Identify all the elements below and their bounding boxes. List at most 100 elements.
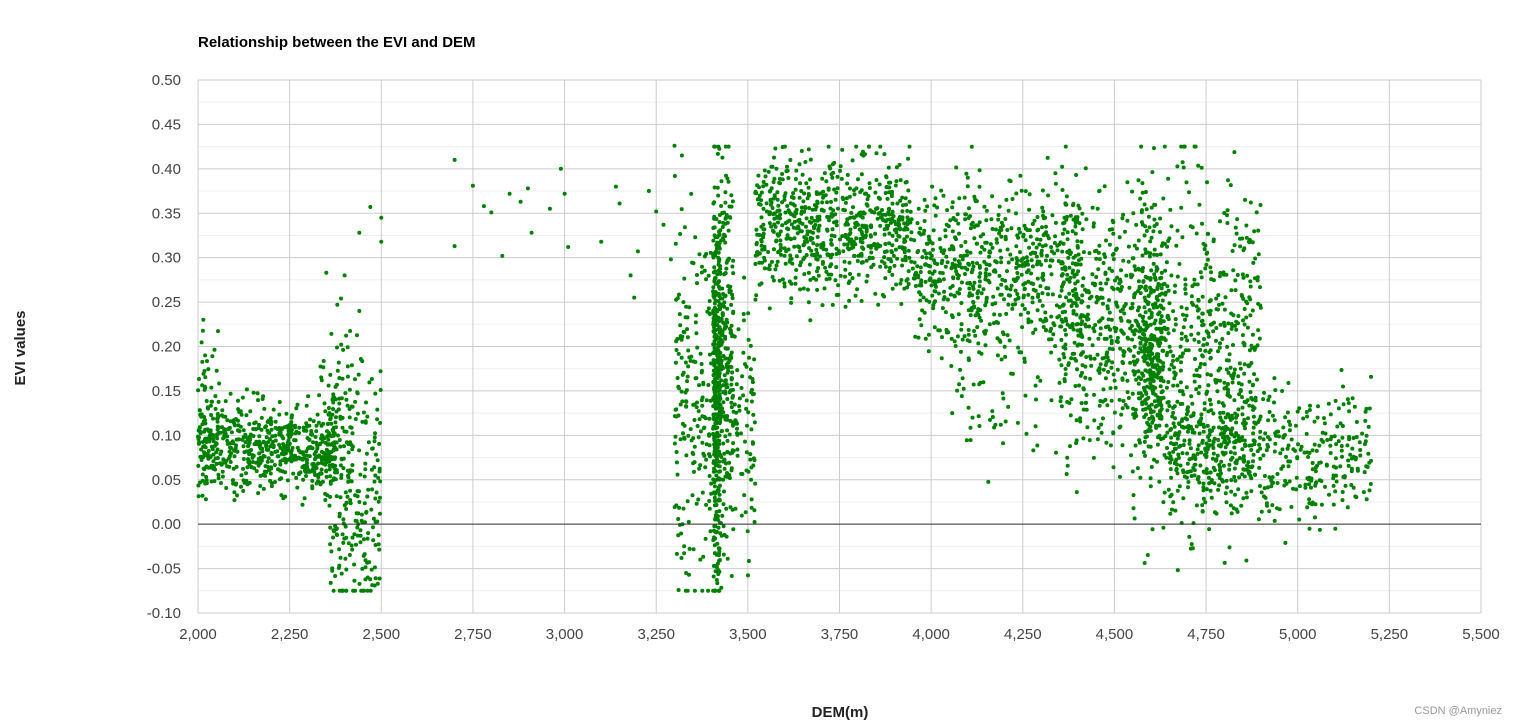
- data-point: [849, 246, 854, 251]
- data-point: [1057, 380, 1062, 385]
- data-point: [220, 474, 225, 479]
- data-point: [1075, 215, 1080, 220]
- data-point: [1345, 397, 1350, 402]
- data-point: [723, 474, 728, 479]
- data-point: [1350, 396, 1355, 401]
- data-point: [1038, 317, 1043, 322]
- data-point: [724, 382, 729, 387]
- data-point: [1178, 380, 1183, 385]
- data-point: [216, 472, 221, 477]
- data-point: [1192, 277, 1197, 282]
- data-point: [1267, 475, 1272, 480]
- data-point: [1101, 367, 1106, 372]
- data-point: [909, 237, 913, 242]
- data-point: [1250, 404, 1255, 409]
- data-point: [785, 164, 789, 169]
- data-point: [1097, 370, 1102, 375]
- data-point: [672, 441, 677, 446]
- data-point: [1084, 217, 1089, 222]
- data-point: [1145, 396, 1150, 401]
- data-point: [1354, 435, 1359, 439]
- data-point: [337, 401, 342, 406]
- data-point: [373, 391, 378, 396]
- data-point: [808, 177, 812, 182]
- data-point: [1000, 391, 1005, 396]
- data-point: [1046, 286, 1051, 291]
- data-point: [208, 432, 213, 437]
- data-point: [919, 323, 924, 328]
- data-point: [690, 493, 695, 498]
- data-point: [942, 289, 947, 294]
- data-point: [1235, 273, 1240, 277]
- data-point: [1171, 309, 1176, 314]
- data-point: [1074, 173, 1079, 177]
- data-point: [737, 396, 742, 401]
- data-point: [279, 493, 284, 498]
- data-point: [1141, 314, 1146, 319]
- data-point: [1005, 269, 1009, 274]
- data-point: [933, 196, 938, 201]
- data-point: [1226, 412, 1231, 417]
- data-point: [878, 264, 883, 269]
- data-point: [843, 267, 848, 272]
- data-point: [880, 208, 884, 212]
- data-point: [1244, 400, 1249, 405]
- data-point: [741, 312, 746, 316]
- data-point: [1142, 344, 1146, 349]
- data-point: [205, 427, 210, 432]
- x-tick-label: 3,750: [821, 626, 859, 643]
- data-point: [364, 510, 369, 515]
- data-point: [885, 226, 890, 231]
- data-point: [720, 332, 725, 337]
- data-point: [1182, 144, 1187, 149]
- data-point: [319, 378, 324, 383]
- data-point: [912, 260, 917, 265]
- data-point: [1152, 217, 1157, 222]
- data-point: [1206, 475, 1211, 480]
- data-point: [723, 346, 728, 351]
- data-point: [251, 434, 256, 438]
- data-point: [758, 202, 763, 207]
- data-point: [378, 388, 383, 392]
- data-point: [1256, 252, 1261, 257]
- data-point: [951, 216, 956, 220]
- data-point: [935, 205, 940, 210]
- data-point: [1143, 251, 1148, 255]
- data-point: [716, 193, 721, 198]
- data-point: [975, 223, 980, 228]
- data-point: [711, 538, 716, 542]
- data-point: [1031, 241, 1036, 246]
- data-point: [1131, 406, 1136, 411]
- data-point: [236, 437, 241, 442]
- data-point: [1169, 457, 1174, 462]
- data-point: [236, 398, 240, 403]
- data-point: [972, 329, 976, 333]
- data-point: [1299, 444, 1304, 449]
- data-point: [791, 191, 796, 196]
- data-point: [1105, 304, 1110, 309]
- data-point: [1247, 443, 1252, 448]
- data-point: [993, 301, 998, 306]
- data-point: [847, 260, 852, 265]
- data-point: [984, 267, 989, 272]
- data-point: [258, 461, 263, 465]
- data-point: [632, 295, 637, 300]
- data-point: [845, 246, 850, 250]
- data-point: [965, 184, 970, 189]
- data-point: [372, 479, 377, 484]
- data-point: [1242, 371, 1247, 376]
- data-point: [1100, 295, 1105, 300]
- data-point: [793, 187, 798, 192]
- data-point: [307, 454, 312, 459]
- data-point: [1015, 420, 1020, 425]
- data-point: [1098, 362, 1103, 367]
- data-point: [315, 473, 320, 477]
- data-point: [289, 415, 294, 420]
- data-point: [214, 368, 219, 373]
- data-point: [814, 252, 819, 257]
- data-point: [241, 466, 245, 471]
- data-point: [965, 253, 969, 258]
- data-point: [1030, 250, 1035, 255]
- data-point: [1251, 414, 1256, 419]
- data-point: [1159, 335, 1164, 340]
